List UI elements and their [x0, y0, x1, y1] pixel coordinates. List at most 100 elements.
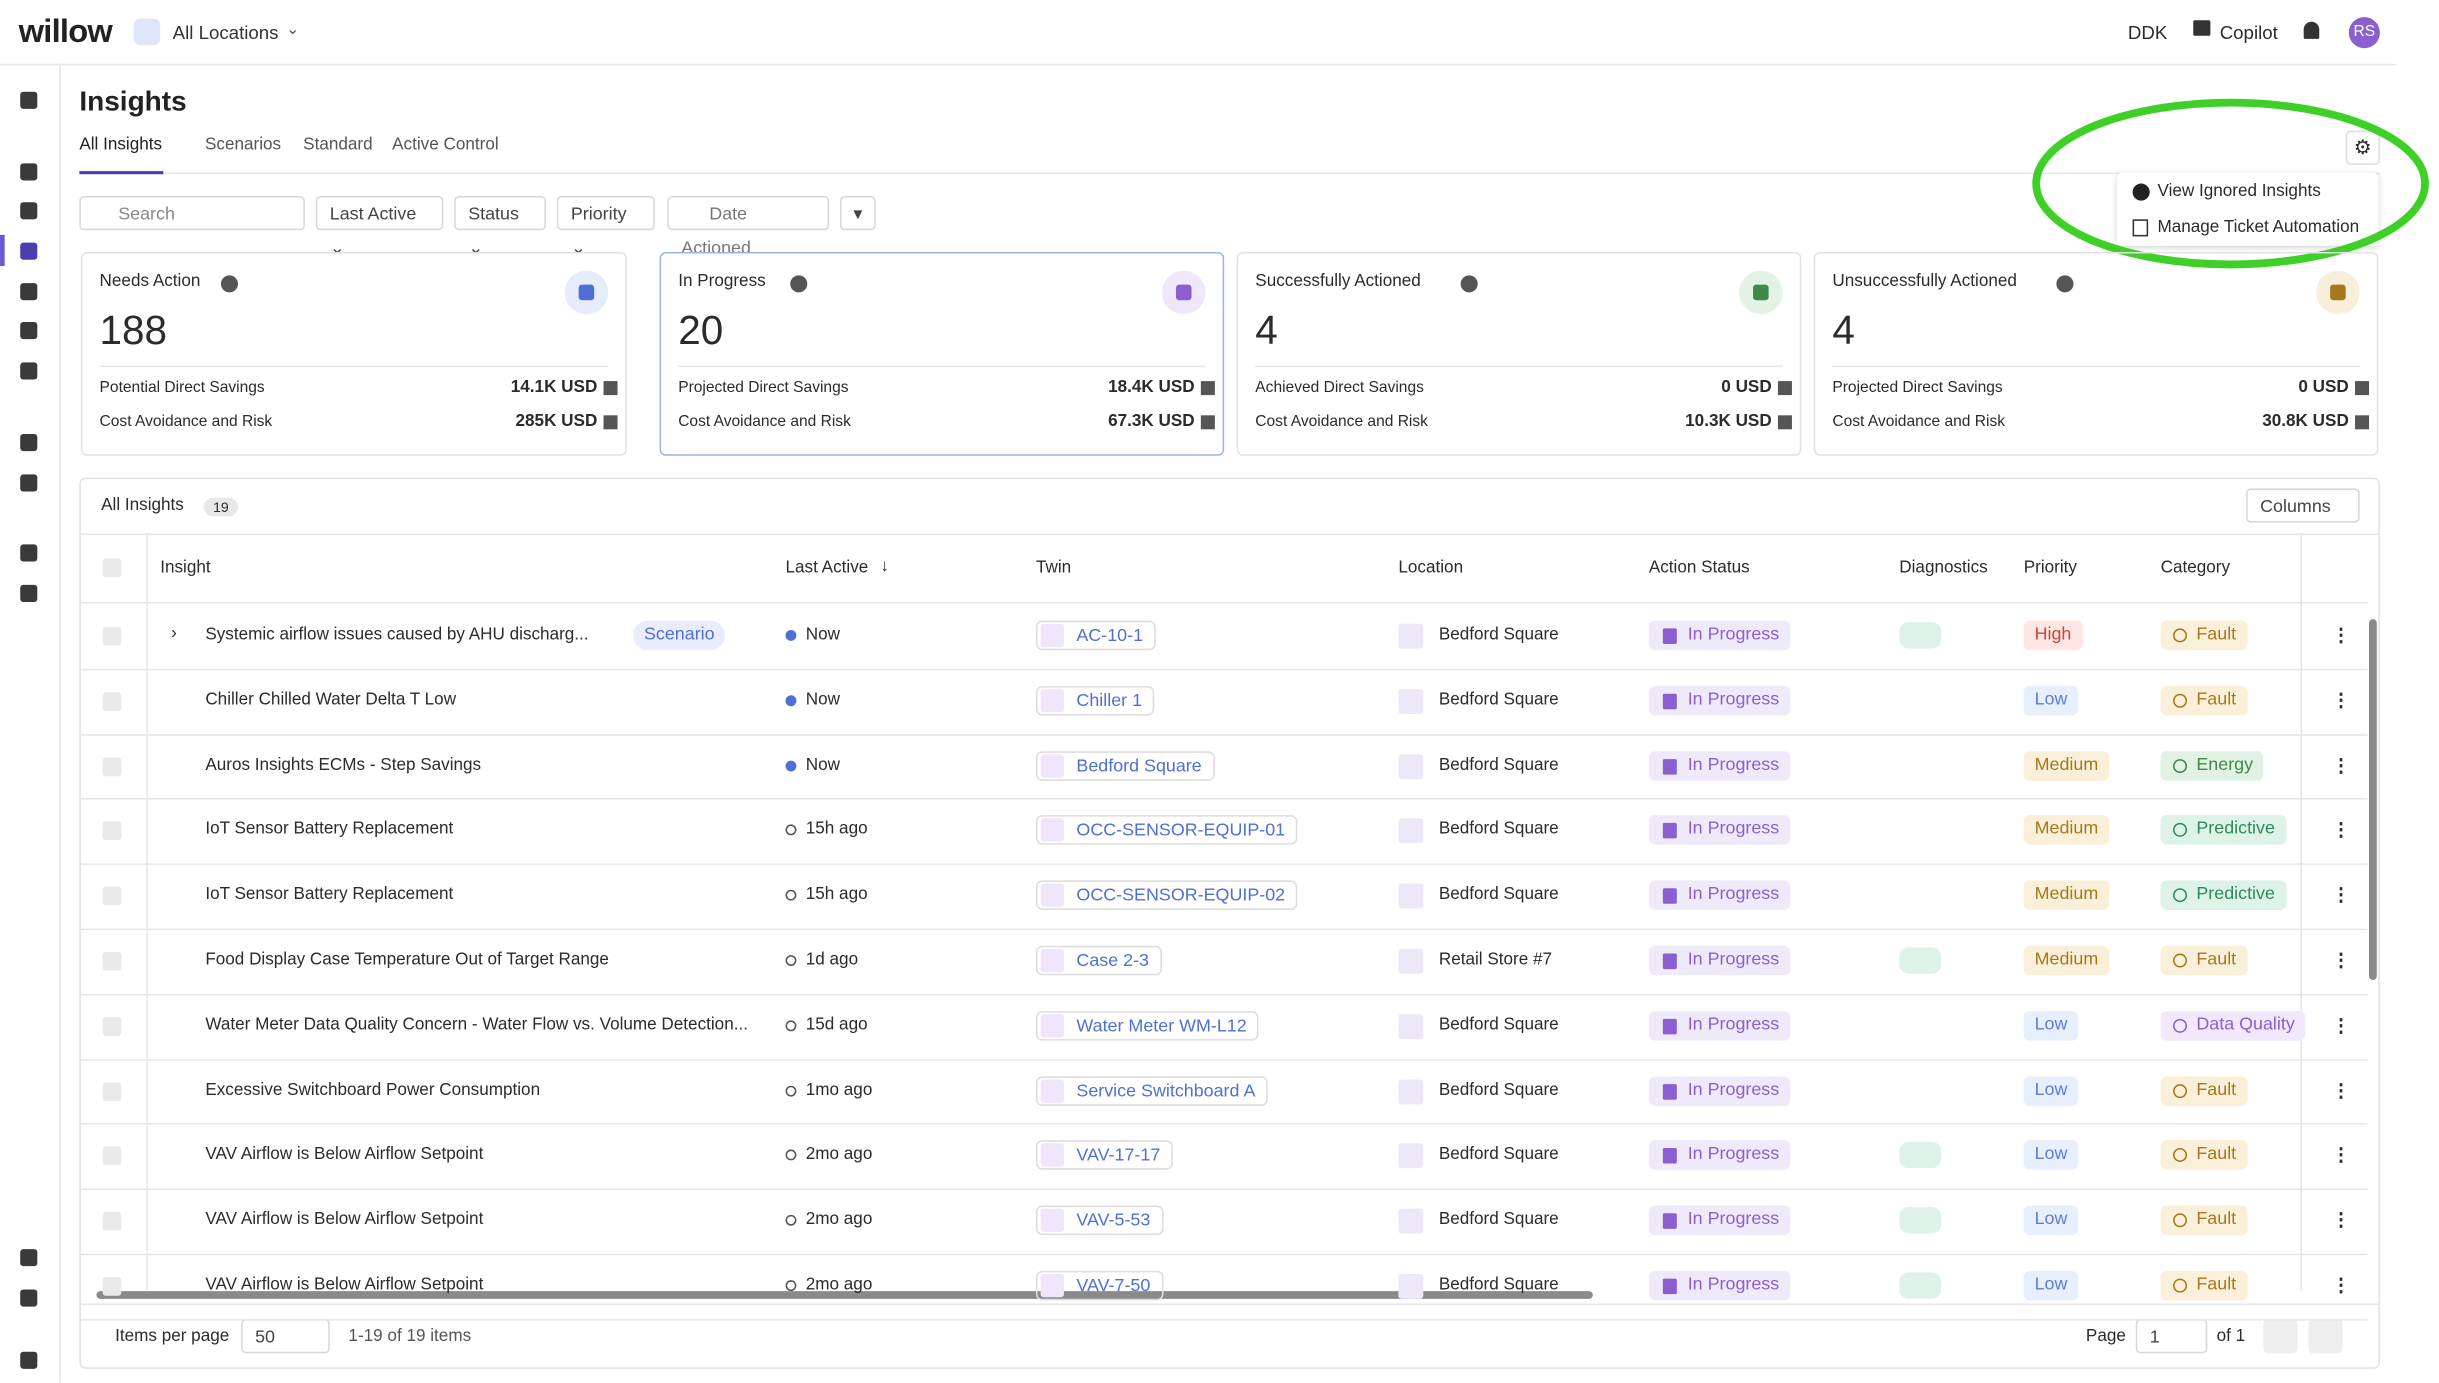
- row-menu[interactable]: ⋮: [2331, 753, 2351, 776]
- checkbox[interactable]: [102, 1081, 122, 1101]
- expand[interactable]: ›: [171, 623, 177, 643]
- checkbox[interactable]: [102, 1147, 122, 1166]
- menu-item[interactable]: View Ignored Insights: [2157, 181, 2321, 201]
- twin[interactable]: Case 2-3: [1035, 945, 1162, 976]
- settings-button[interactable]: ⚙: [2345, 130, 2380, 165]
- insight-name[interactable]: Water Meter Data Quality Concern - Water…: [205, 1015, 748, 1035]
- row-menu[interactable]: ⋮: [2331, 1078, 2351, 1101]
- checkbox[interactable]: [102, 821, 122, 841]
- insight-name[interactable]: IoT Sensor Battery Replacement: [205, 820, 454, 840]
- filter-button[interactable]: ▾: [839, 195, 876, 231]
- row-menu[interactable]: ⋮: [2331, 948, 2351, 971]
- column-header[interactable]: Insight: [160, 558, 211, 578]
- sidebar-icon[interactable]: [20, 1289, 38, 1307]
- row-menu[interactable]: ⋮: [2331, 1208, 2351, 1231]
- priority: Low: [2023, 685, 2079, 716]
- page-size[interactable]: 50: [241, 1319, 330, 1354]
- insight-name[interactable]: VAV Airflow is Below Airflow Setpoint: [205, 1145, 484, 1165]
- twin[interactable]: VAV-17-17: [1035, 1140, 1173, 1171]
- row-menu[interactable]: ⋮: [2331, 623, 2351, 646]
- checkbox[interactable]: [102, 1016, 122, 1036]
- row-menu[interactable]: ⋮: [2331, 1013, 2351, 1036]
- card[interactable]: [80, 251, 627, 456]
- sidebar-icon[interactable]: [20, 474, 38, 492]
- column-header[interactable]: Twin: [1035, 558, 1072, 578]
- insight-name[interactable]: Excessive Switchboard Power Consumption: [205, 1080, 541, 1100]
- site-code[interactable]: DDK: [2127, 21, 2168, 44]
- avatar[interactable]: RS: [2348, 17, 2380, 49]
- twin[interactable]: OCC-SENSOR-EQUIP-02: [1035, 880, 1298, 911]
- sidebar-icon[interactable]: [20, 163, 38, 181]
- tab[interactable]: Scenarios: [205, 135, 282, 154]
- sidebar-icon[interactable]: [20, 584, 38, 602]
- twin[interactable]: AC-10-1: [1035, 620, 1156, 651]
- tab[interactable]: Active Control: [392, 135, 499, 154]
- column-header[interactable]: Diagnostics: [1899, 558, 1988, 578]
- sidebar-icon[interactable]: [20, 321, 38, 340]
- row-menu[interactable]: ⋮: [2331, 1143, 2351, 1166]
- column-header[interactable]: Action Status: [1648, 558, 1750, 578]
- checkbox[interactable]: [102, 886, 122, 906]
- sidebar-icon[interactable]: [20, 544, 38, 562]
- insight-name[interactable]: Chiller Chilled Water Delta T Low: [205, 690, 457, 709]
- sidebar-icon[interactable]: [20, 242, 38, 260]
- twin[interactable]: VAV-7-50: [1035, 1270, 1163, 1301]
- search-input[interactable]: Search: [79, 195, 305, 231]
- next-page[interactable]: [2308, 1319, 2343, 1354]
- sidebar-icon[interactable]: [20, 1249, 38, 1267]
- insight-name[interactable]: Systemic airflow issues caused by AHU di…: [205, 625, 589, 644]
- twin[interactable]: OCC-SENSOR-EQUIP-01: [1035, 815, 1298, 846]
- insight-name[interactable]: Food Display Case Temperature Out of Tar…: [205, 950, 609, 970]
- columns-button[interactable]: Columns: [2246, 488, 2360, 523]
- checkbox[interactable]: [102, 951, 122, 971]
- column-header[interactable]: Priority: [2023, 558, 2077, 578]
- twin[interactable]: VAV-5-53: [1035, 1205, 1163, 1236]
- sidebar-icon[interactable]: [20, 1351, 38, 1369]
- tab[interactable]: Standard: [303, 135, 373, 154]
- checkbox[interactable]: [102, 1212, 122, 1231]
- sidebar-icon[interactable]: [20, 433, 38, 452]
- filter-date[interactable]: Date Actioned: [667, 195, 830, 258]
- status-dot: [785, 1020, 797, 1031]
- twin[interactable]: Bedford Square: [1035, 750, 1215, 781]
- checkbox[interactable]: [102, 558, 122, 578]
- filter-priority[interactable]: Priority ⌄: [556, 195, 655, 258]
- scenario-badge[interactable]: Scenario: [633, 620, 726, 651]
- twin-icon: [1040, 948, 1064, 973]
- sidebar-icon[interactable]: [20, 362, 38, 380]
- filter-status[interactable]: Status ⌄: [454, 195, 546, 258]
- row-menu[interactable]: ⋮: [2331, 688, 2351, 711]
- copilot[interactable]: Copilot: [2219, 21, 2278, 44]
- tab[interactable]: All Insights: [79, 135, 163, 154]
- location-selector[interactable]: All Locations: [172, 21, 279, 44]
- checkbox[interactable]: [102, 756, 122, 776]
- row-menu[interactable]: ⋮: [2331, 818, 2351, 841]
- sidebar-icon[interactable]: [20, 283, 38, 301]
- page-input[interactable]: 1: [2135, 1319, 2208, 1354]
- checkbox[interactable]: [102, 626, 122, 646]
- insight-name[interactable]: Auros Insights ECMs - Step Savings: [205, 755, 482, 775]
- card[interactable]: [1236, 251, 1802, 456]
- sidebar-icon[interactable]: [20, 202, 38, 220]
- twin[interactable]: Water Meter WM-L12: [1035, 1010, 1260, 1041]
- insight-name[interactable]: VAV Airflow is Below Airflow Setpoint: [205, 1210, 484, 1230]
- twin[interactable]: Chiller 1: [1035, 685, 1155, 716]
- column-header[interactable]: Last Active: [785, 558, 869, 578]
- menu-item[interactable]: Manage Ticket Automation: [2157, 217, 2360, 237]
- sidebar-icon[interactable]: [20, 91, 38, 109]
- twin[interactable]: Service Switchboard A: [1035, 1075, 1268, 1106]
- checkbox[interactable]: [102, 691, 122, 711]
- notifications[interactable]: [2303, 21, 2320, 39]
- category-icon: [2173, 1278, 2188, 1293]
- insight-name[interactable]: IoT Sensor Battery Replacement: [205, 885, 454, 905]
- column-header[interactable]: Category: [2160, 558, 2231, 578]
- card[interactable]: [659, 251, 1225, 456]
- row-menu[interactable]: ⋮: [2331, 883, 2351, 906]
- insight-name[interactable]: VAV Airflow is Below Airflow Setpoint: [205, 1275, 484, 1295]
- card[interactable]: [1813, 251, 2379, 456]
- checkbox[interactable]: [102, 1277, 122, 1296]
- column-header[interactable]: Location: [1398, 558, 1464, 578]
- row-menu[interactable]: ⋮: [2331, 1273, 2351, 1296]
- prev-page[interactable]: [2263, 1319, 2298, 1354]
- filter-last-active[interactable]: Last Active ⌄: [315, 195, 444, 258]
